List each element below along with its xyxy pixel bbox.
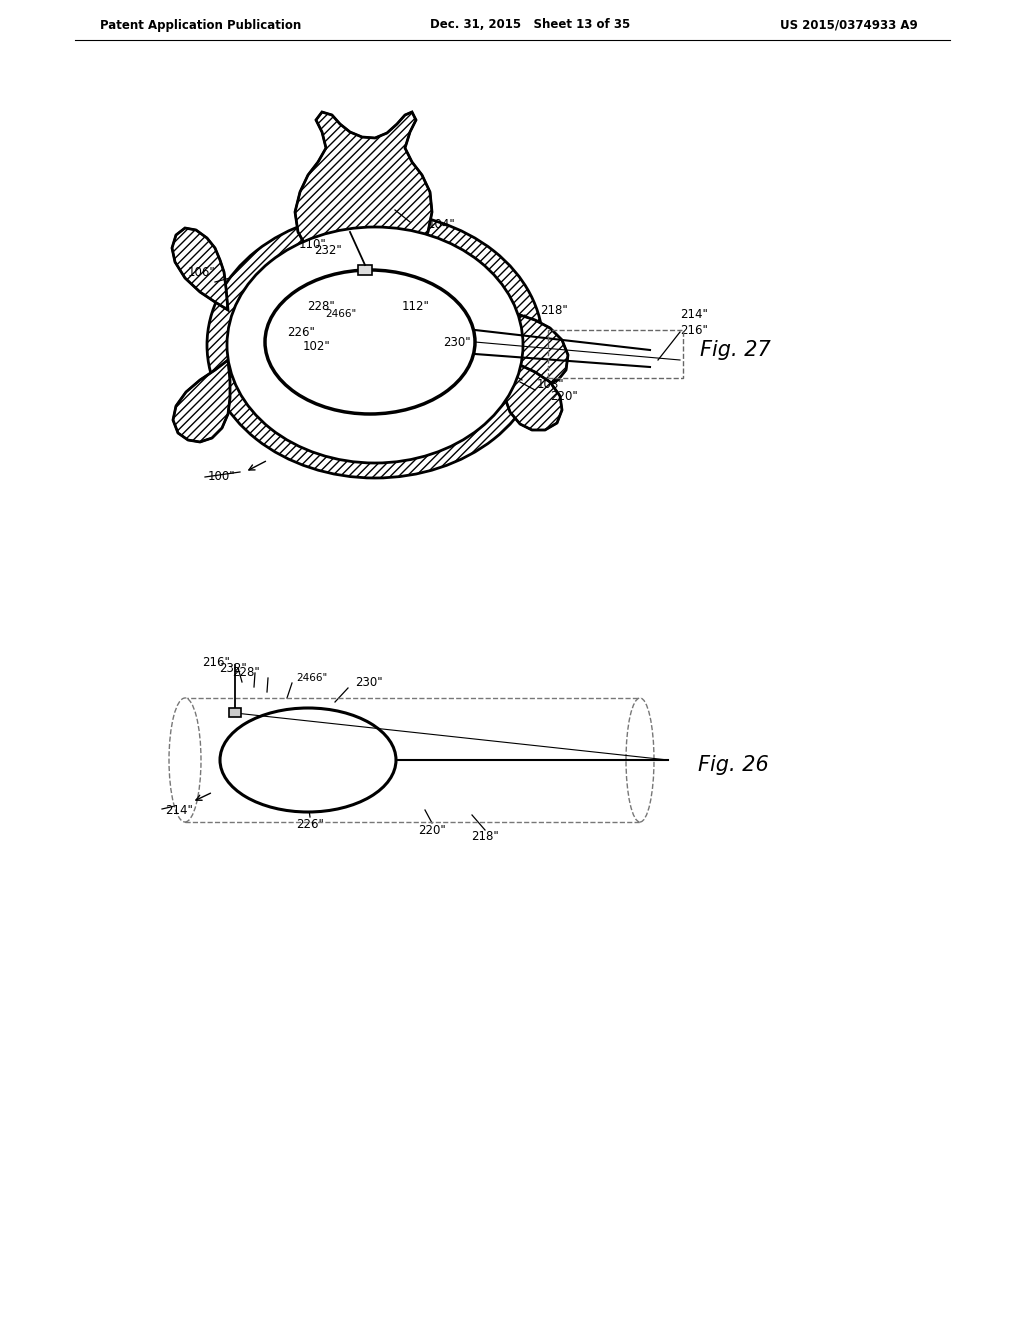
Text: 110": 110" — [298, 239, 326, 252]
Polygon shape — [505, 366, 562, 430]
Bar — [229, 708, 241, 717]
Text: Fig. 26: Fig. 26 — [698, 755, 769, 775]
Text: US 2015/0374933 A9: US 2015/0374933 A9 — [780, 18, 918, 32]
Polygon shape — [172, 228, 228, 310]
Text: 112": 112" — [402, 301, 430, 314]
Ellipse shape — [169, 698, 201, 822]
Text: Patent Application Publication: Patent Application Publication — [100, 18, 301, 32]
Ellipse shape — [626, 698, 654, 822]
Polygon shape — [507, 315, 568, 385]
Text: 230": 230" — [355, 676, 383, 689]
Text: 228": 228" — [307, 301, 335, 314]
Ellipse shape — [220, 708, 396, 812]
Text: 226": 226" — [296, 818, 324, 832]
Text: 218": 218" — [471, 830, 499, 843]
Text: 106": 106" — [187, 265, 215, 279]
Text: 102": 102" — [302, 341, 330, 354]
Text: 232": 232" — [219, 661, 247, 675]
Bar — [358, 265, 372, 275]
Text: 216": 216" — [680, 323, 708, 337]
Text: 104": 104" — [428, 218, 456, 231]
Text: 2466": 2466" — [325, 309, 356, 319]
Bar — [548, 330, 683, 378]
Bar — [185, 698, 640, 822]
Text: 218": 218" — [540, 304, 567, 317]
Text: 228": 228" — [232, 667, 260, 680]
Text: 216": 216" — [202, 656, 230, 668]
Polygon shape — [173, 360, 230, 442]
Text: 232": 232" — [314, 243, 342, 256]
Text: 108": 108" — [537, 379, 564, 392]
Text: 214": 214" — [165, 804, 193, 817]
Text: 100": 100" — [208, 470, 236, 483]
Ellipse shape — [227, 227, 523, 463]
Text: 214": 214" — [680, 308, 708, 321]
Text: 220": 220" — [550, 389, 578, 403]
Text: 2466": 2466" — [296, 673, 328, 682]
Text: 220": 220" — [418, 825, 445, 837]
Text: Dec. 31, 2015   Sheet 13 of 35: Dec. 31, 2015 Sheet 13 of 35 — [430, 18, 630, 32]
Ellipse shape — [207, 213, 543, 478]
Text: 230": 230" — [443, 335, 471, 348]
Polygon shape — [295, 112, 432, 271]
Text: 226": 226" — [287, 326, 315, 339]
Text: Fig. 27: Fig. 27 — [700, 341, 771, 360]
